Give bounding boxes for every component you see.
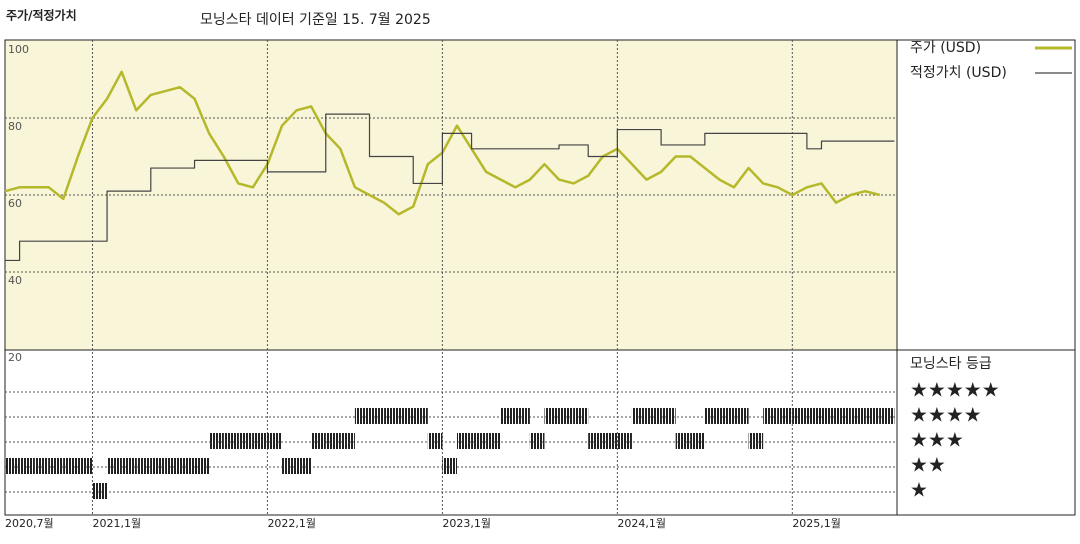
x-tick-label: 2021,1월	[92, 517, 141, 530]
rating-bar	[559, 408, 574, 424]
y-tick-label: 40	[8, 274, 22, 287]
rating-bar	[879, 408, 895, 424]
rating-bar	[588, 433, 603, 449]
rating-bar	[748, 433, 764, 449]
rating-title: 모닝스타 등급	[910, 356, 992, 372]
rating-level-label: ★★★	[910, 428, 964, 452]
rating-bar	[384, 408, 399, 424]
rating-bar	[821, 408, 837, 424]
rating-bar	[340, 433, 355, 449]
rating-bar	[121, 458, 137, 474]
rating-bar	[529, 433, 545, 449]
rating-bar	[5, 458, 20, 474]
frame	[4, 39, 1076, 516]
legend-label: 주가 (USD)	[910, 40, 981, 56]
rating-bar	[573, 408, 589, 424]
rating-bar	[617, 433, 632, 449]
rating-bar	[850, 408, 866, 424]
rating-bar	[836, 408, 851, 424]
x-tick-label: 2024,1월	[617, 517, 666, 530]
y-tick-label: 20	[8, 351, 22, 364]
rating-bar	[63, 458, 78, 474]
y-tick-label: 100	[8, 43, 29, 56]
rating-bar	[500, 408, 516, 424]
x-tick-label: 2023,1월	[442, 517, 491, 530]
chart-title: 모닝스타 데이터 기준일 15. 7월 2025	[200, 12, 431, 28]
chart-label: 주가/적정가치	[6, 8, 77, 23]
rating-bar	[544, 408, 560, 424]
rating-level-label: ★★★★	[910, 403, 982, 427]
rating-bar	[209, 433, 224, 449]
rating-bar	[77, 458, 93, 474]
rating-bar	[179, 458, 195, 474]
rating-bar	[704, 408, 720, 424]
rating-bar	[631, 408, 647, 424]
rating-bar	[136, 458, 151, 474]
y-tick-label: 60	[8, 197, 22, 210]
x-tick-label: 2022,1월	[267, 517, 316, 530]
y-tick-label: 80	[8, 120, 22, 133]
rating-bar	[456, 433, 472, 449]
rating-bar	[442, 458, 457, 474]
rating-bar	[675, 433, 691, 449]
rating-bar	[223, 433, 239, 449]
x-tick-label: 2020,7월	[5, 517, 54, 530]
rating-bar	[661, 408, 676, 424]
rating-bar	[777, 408, 793, 424]
rating-bar	[865, 408, 880, 424]
x-tick-label: 2025,1월	[792, 517, 841, 530]
rating-bar	[252, 433, 268, 449]
rating-bar	[238, 433, 253, 449]
rating-bar	[296, 458, 312, 474]
rating-bar	[150, 458, 166, 474]
rating-bar	[602, 433, 618, 449]
series-line	[5, 113, 895, 262]
rating-bar	[194, 458, 210, 474]
rating-bar	[427, 433, 443, 449]
rating-bar	[48, 458, 64, 474]
rating-bar	[646, 408, 662, 424]
rating-bar	[763, 408, 778, 424]
rating-level-label: ★★★★★	[910, 378, 1000, 402]
rating-level-label: ★	[910, 478, 928, 502]
rating-bar	[690, 433, 705, 449]
rating-bar	[92, 483, 108, 499]
rating-bar	[19, 458, 35, 474]
rating-bar	[165, 458, 180, 474]
rating-bar	[34, 458, 49, 474]
rating-bar	[719, 408, 734, 424]
rating-bar	[792, 408, 807, 424]
rating-bar	[282, 458, 297, 474]
rating-bar	[369, 408, 385, 424]
rating-bar	[311, 433, 326, 449]
rating-bar	[107, 458, 122, 474]
rating-bar	[325, 433, 341, 449]
rating-bar	[486, 433, 501, 449]
rating-bar	[398, 408, 414, 424]
rating-bar	[354, 408, 370, 424]
rating-bar	[806, 408, 822, 424]
rating-bar	[267, 433, 283, 449]
rating-bar	[413, 408, 428, 424]
rating-level-label: ★★	[910, 453, 946, 477]
rating-bar	[515, 408, 530, 424]
rating-bar	[471, 433, 487, 449]
legend-label: 적정가치 (USD)	[910, 65, 1007, 81]
rating-bar	[734, 408, 749, 424]
